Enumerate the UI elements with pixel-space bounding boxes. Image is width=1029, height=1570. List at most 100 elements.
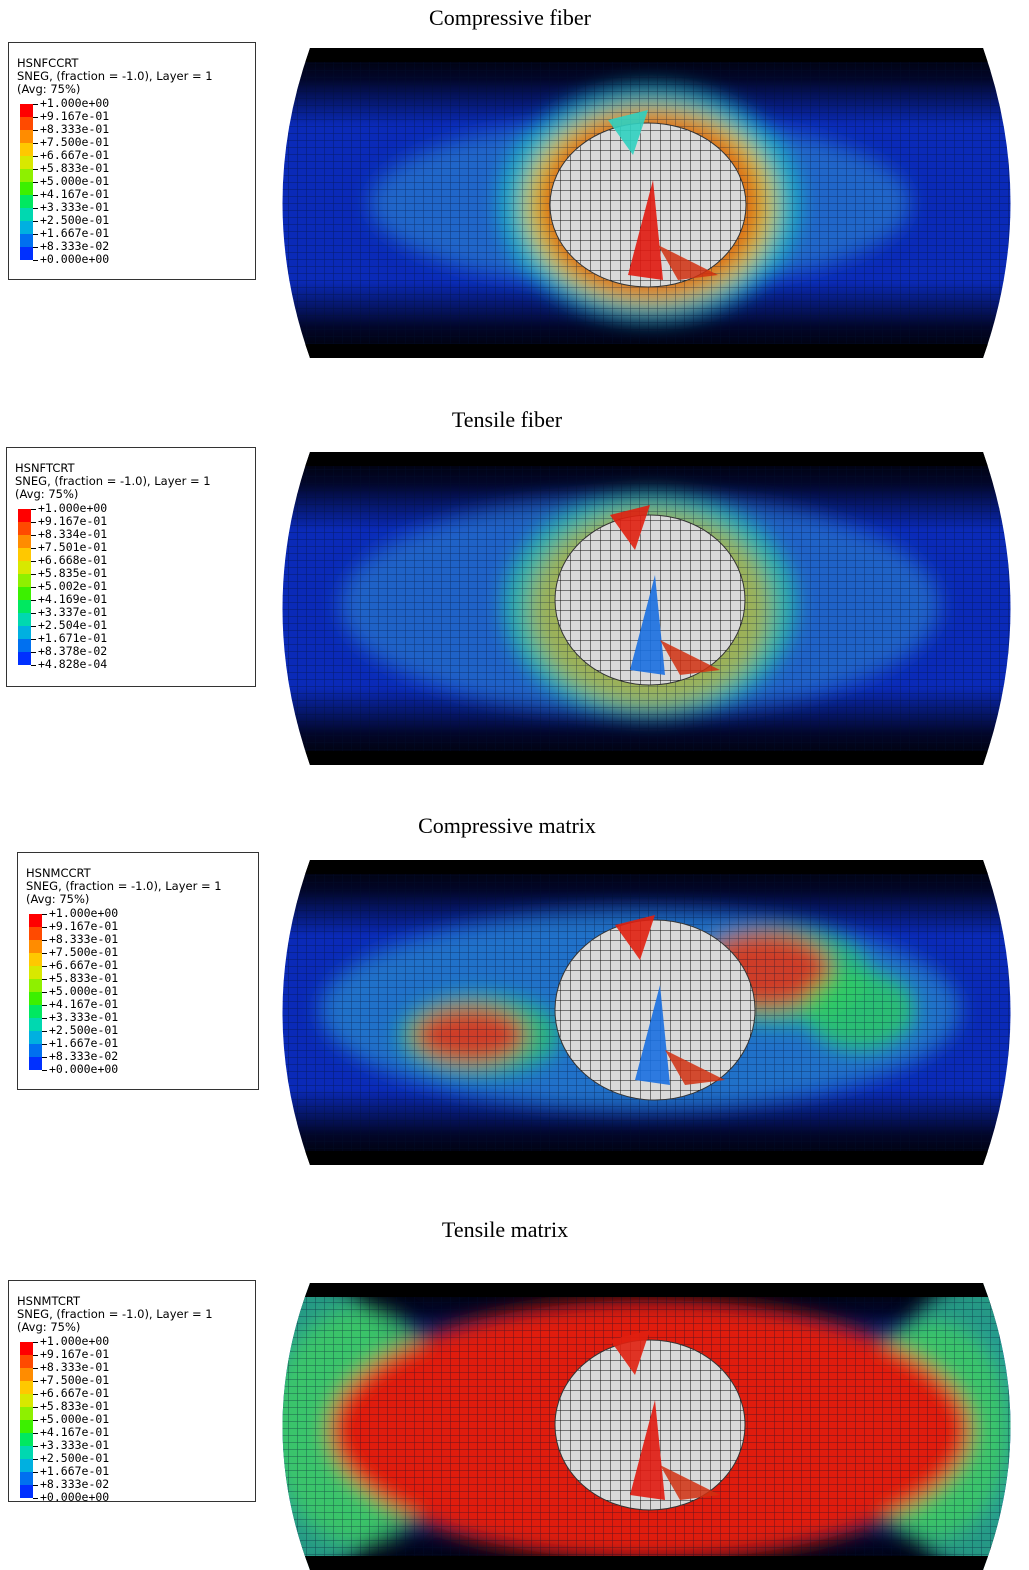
legend-label: +1.000e+00 bbox=[40, 96, 110, 110]
legend-label: +8.333e-02 bbox=[40, 1477, 110, 1491]
legend-tick bbox=[31, 587, 36, 588]
cylinder bbox=[282, 48, 1011, 358]
legend-tick bbox=[33, 1381, 38, 1382]
failed-element bbox=[665, 1050, 725, 1085]
color-swatch bbox=[29, 1005, 42, 1018]
color-swatch bbox=[20, 1394, 33, 1407]
color-swatch bbox=[20, 104, 33, 117]
legend-label: +4.167e-01 bbox=[40, 187, 110, 201]
edge-band-bottom bbox=[282, 751, 1011, 765]
legend-tick bbox=[33, 1342, 38, 1343]
legend-description: SNEG, (fraction = -1.0), Layer = 1 bbox=[17, 69, 213, 83]
legend-label: +8.334e-01 bbox=[38, 527, 108, 541]
legend-averaging: (Avg: 75%) bbox=[17, 82, 81, 96]
legend-label: +0.000e+00 bbox=[40, 252, 110, 266]
color-swatch bbox=[29, 1018, 42, 1031]
legend-label: +1.667e-01 bbox=[49, 1036, 119, 1050]
legend-tick bbox=[42, 1057, 47, 1058]
legend-averaging: (Avg: 75%) bbox=[15, 487, 79, 501]
failed-element bbox=[630, 575, 665, 675]
color-swatch bbox=[20, 195, 33, 208]
color-swatch bbox=[20, 143, 33, 156]
legend-label: +2.500e-01 bbox=[40, 213, 110, 227]
legend-label: +2.504e-01 bbox=[38, 618, 108, 632]
color-swatch bbox=[18, 509, 31, 522]
legend-tick bbox=[42, 979, 47, 980]
color-swatch bbox=[20, 1368, 33, 1381]
legend-tick bbox=[31, 509, 36, 510]
cylinder bbox=[282, 452, 1011, 765]
legend-label: +6.667e-01 bbox=[49, 958, 119, 972]
color-swatch bbox=[18, 639, 31, 652]
legend-label: +9.167e-01 bbox=[49, 919, 119, 933]
legend-tick bbox=[33, 208, 38, 209]
color-swatch bbox=[20, 1459, 33, 1472]
color-swatch bbox=[20, 1446, 33, 1459]
color-swatch bbox=[20, 208, 33, 221]
legend-tick bbox=[33, 1459, 38, 1460]
color-swatch bbox=[20, 1342, 33, 1355]
legend-tick bbox=[31, 522, 36, 523]
color-swatch bbox=[29, 953, 42, 966]
legend-label: +7.500e-01 bbox=[40, 135, 110, 149]
legend-tick bbox=[31, 535, 36, 536]
edge-band-bottom bbox=[282, 344, 1011, 358]
legend-tick bbox=[33, 1355, 38, 1356]
legend-tick bbox=[33, 1472, 38, 1473]
legend-label: +8.333e-01 bbox=[49, 932, 119, 946]
legend-tick bbox=[33, 234, 38, 235]
legend-tick bbox=[31, 600, 36, 601]
legend-label: +4.167e-01 bbox=[40, 1425, 110, 1439]
legend-label: +8.333e-02 bbox=[49, 1049, 119, 1063]
color-swatch bbox=[20, 117, 33, 130]
legend-label: +8.333e-01 bbox=[40, 1360, 110, 1374]
legend-variable: HSNFTCRT bbox=[15, 461, 75, 475]
failed-element bbox=[628, 180, 663, 280]
legend-tick bbox=[31, 561, 36, 562]
color-swatch bbox=[18, 600, 31, 613]
legend-tick bbox=[33, 195, 38, 196]
legend-label: +3.333e-01 bbox=[49, 1010, 119, 1024]
legend-label: +5.002e-01 bbox=[38, 579, 108, 593]
legend-tick bbox=[33, 1407, 38, 1408]
color-swatch bbox=[18, 574, 31, 587]
legend-label: +0.000e+00 bbox=[49, 1062, 119, 1076]
legend-tick bbox=[31, 548, 36, 549]
legend-tick bbox=[33, 143, 38, 144]
legend-description: SNEG, (fraction = -1.0), Layer = 1 bbox=[15, 474, 211, 488]
legend-tick bbox=[33, 247, 38, 248]
color-swatch bbox=[20, 1433, 33, 1446]
legend-label: +4.828e-04 bbox=[38, 657, 108, 671]
legend-label: +6.667e-01 bbox=[40, 1386, 110, 1400]
legend-tick bbox=[33, 117, 38, 118]
legend-label: +3.333e-01 bbox=[40, 200, 110, 214]
legend-description: SNEG, (fraction = -1.0), Layer = 1 bbox=[17, 1307, 213, 1321]
legend-description: SNEG, (fraction = -1.0), Layer = 1 bbox=[26, 879, 222, 893]
legend-tick bbox=[33, 1446, 38, 1447]
failed-element bbox=[660, 1465, 720, 1500]
legend-tick bbox=[42, 966, 47, 967]
color-swatch bbox=[29, 940, 42, 953]
legend-tick bbox=[33, 1433, 38, 1434]
legend-variable: HSNFCCRT bbox=[17, 56, 79, 70]
legend-tick bbox=[33, 221, 38, 222]
color-swatch bbox=[20, 169, 33, 182]
legend-tick bbox=[33, 104, 38, 105]
legend-tick bbox=[33, 182, 38, 183]
cylinder bbox=[282, 1283, 1011, 1570]
legend-variable: HSNMTCRT bbox=[17, 1294, 81, 1308]
legend-label: +5.835e-01 bbox=[38, 566, 108, 580]
edge-band-bottom bbox=[282, 1151, 1011, 1165]
legend-tick bbox=[42, 927, 47, 928]
color-swatch bbox=[20, 1420, 33, 1433]
legend-tick bbox=[33, 1368, 38, 1369]
legend-label: +1.000e+00 bbox=[49, 906, 119, 920]
legend-tick bbox=[33, 156, 38, 157]
legend: HSNFTCRT SNEG, (fraction = -1.0), Layer =… bbox=[6, 447, 256, 687]
color-swatch bbox=[18, 652, 31, 665]
color-swatch bbox=[18, 613, 31, 626]
failed-element bbox=[608, 110, 648, 155]
edge-band-top bbox=[282, 48, 1011, 62]
edge-band-top bbox=[282, 1283, 1011, 1297]
